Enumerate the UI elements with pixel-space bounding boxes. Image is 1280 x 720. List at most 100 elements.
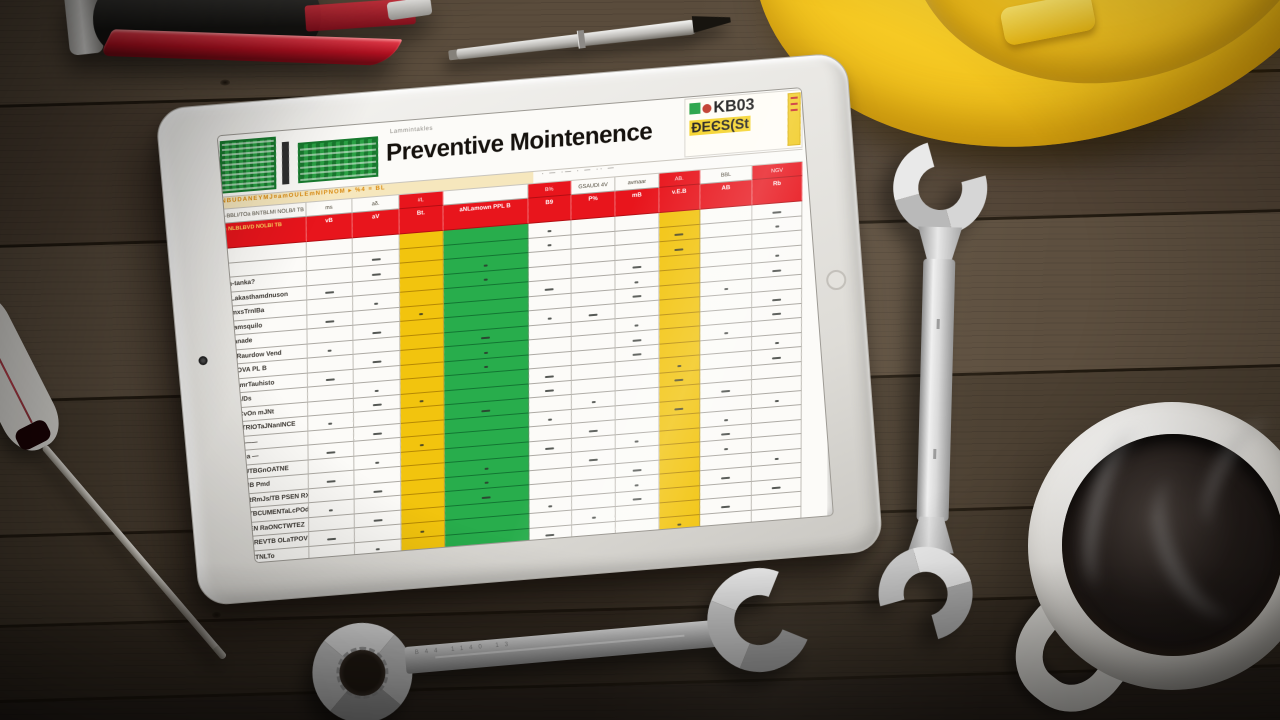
cell-mark: [634, 324, 639, 327]
cell-mark: [371, 258, 381, 262]
cell-mark: [674, 233, 684, 237]
cell-mark: [484, 467, 489, 470]
green-square-icon: [689, 102, 701, 115]
cell-mark: [545, 287, 555, 291]
cell-mark: [591, 400, 596, 404]
table-cell: [699, 510, 753, 529]
cell-mark: [372, 403, 382, 407]
cell-mark: [677, 364, 682, 368]
cell-mark: [772, 210, 782, 214]
tablet: Lammintakles Preventive Mointenence R₂ K…: [154, 51, 884, 607]
cell-mark: [632, 498, 642, 501]
header-cell: vB: [306, 213, 353, 243]
pen-tip: [692, 9, 732, 34]
cell-mark: [545, 447, 555, 451]
cell-mark: [771, 486, 781, 490]
cell-mark: [547, 418, 552, 422]
cell-mark: [723, 447, 728, 451]
corner-yellow-bar: [787, 92, 801, 146]
cell-mark: [373, 490, 383, 494]
spreadsheet: Lammintakles Preventive Mointenence R₂ K…: [216, 87, 829, 564]
table-cell: [528, 524, 573, 543]
utility-tool: [53, 0, 446, 80]
cell-mark: [632, 469, 642, 473]
wrench-ring-end: [308, 618, 417, 720]
cell-mark: [329, 508, 334, 512]
cell-mark: [632, 266, 642, 269]
cell-mark: [677, 523, 682, 527]
table-cell: [752, 506, 802, 525]
cell-mark: [632, 338, 642, 342]
table-cell: [615, 517, 660, 536]
wrench-open-jaw-bottom: [861, 529, 990, 658]
cell-mark: [589, 458, 599, 462]
cell-mark: [723, 288, 728, 291]
cell-mark: [632, 353, 642, 357]
red-flag-icon: [223, 368, 229, 374]
header-cell: B9: [527, 195, 572, 224]
coffee-surface: [1062, 434, 1280, 656]
cell-mark: [419, 313, 424, 316]
cell-mark: [420, 443, 425, 447]
cell-mark: [545, 375, 555, 378]
logo-divider: [281, 141, 290, 185]
cell-mark: [591, 516, 596, 519]
tablet-camera-icon: [198, 355, 208, 366]
cell-mark: [326, 479, 336, 483]
cell-mark: [547, 317, 552, 320]
cell-mark: [772, 356, 782, 360]
red-dot-icon: [702, 103, 712, 114]
red-flag-icon: [223, 411, 229, 417]
cell-mark: [483, 351, 488, 354]
cell-mark: [634, 280, 639, 284]
cell-mark: [545, 534, 555, 537]
cell-mark: [774, 458, 779, 461]
utility-tool-tip: [386, 0, 433, 21]
header-cell: aV: [352, 209, 400, 239]
cell-mark: [372, 360, 382, 364]
cell-mark: [772, 269, 782, 272]
cell-mark: [481, 336, 491, 340]
cell-mark: [723, 331, 728, 335]
cell-mark: [674, 379, 684, 382]
wrench-open-end: [691, 551, 828, 689]
tablet-screen: Lammintakles Preventive Mointenence R₂ K…: [216, 87, 834, 564]
cell-mark: [483, 278, 488, 282]
cell-mark: [325, 320, 335, 324]
cell-mark: [547, 229, 552, 233]
cell-mark: [547, 244, 552, 247]
cell-mark: [545, 389, 555, 393]
header-cell: mB: [615, 187, 660, 217]
cell-mark: [325, 378, 335, 382]
cell-mark: [774, 254, 779, 258]
cell-mark: [420, 530, 425, 533]
cell-mark: [721, 505, 730, 509]
cell-mark: [375, 461, 380, 465]
header-cell: P%: [571, 191, 616, 221]
cell-mark: [373, 519, 383, 523]
cell-mark: [588, 313, 598, 317]
status-cell: [401, 535, 446, 554]
utility-tool-red-body: [99, 29, 403, 66]
cell-mark: [374, 302, 379, 305]
cell-mark: [674, 248, 684, 251]
cell-mark: [721, 476, 731, 480]
cell-mark: [721, 389, 731, 393]
cell-mark: [774, 342, 779, 345]
cell-mark: [774, 225, 779, 228]
cell-mark: [327, 537, 337, 541]
tablet-home-button: [825, 269, 847, 291]
cell-mark: [483, 264, 488, 267]
cell-mark: [589, 429, 598, 433]
cell-mark: [328, 422, 333, 425]
cell-mark: [484, 481, 489, 485]
sheet-grid: ß-a-tanka? A. Lakasthamdnuson A: mxsTrnIBa…: [218, 201, 803, 564]
cell-mark: [548, 505, 553, 508]
cell-mark: [371, 273, 381, 276]
cell-mark: [635, 483, 640, 487]
cell-mark: [371, 331, 381, 334]
cell-mark: [772, 312, 782, 316]
cell-mark: [721, 433, 731, 436]
row-label-cell: AL. CDnUTNLTo: [222, 546, 310, 564]
